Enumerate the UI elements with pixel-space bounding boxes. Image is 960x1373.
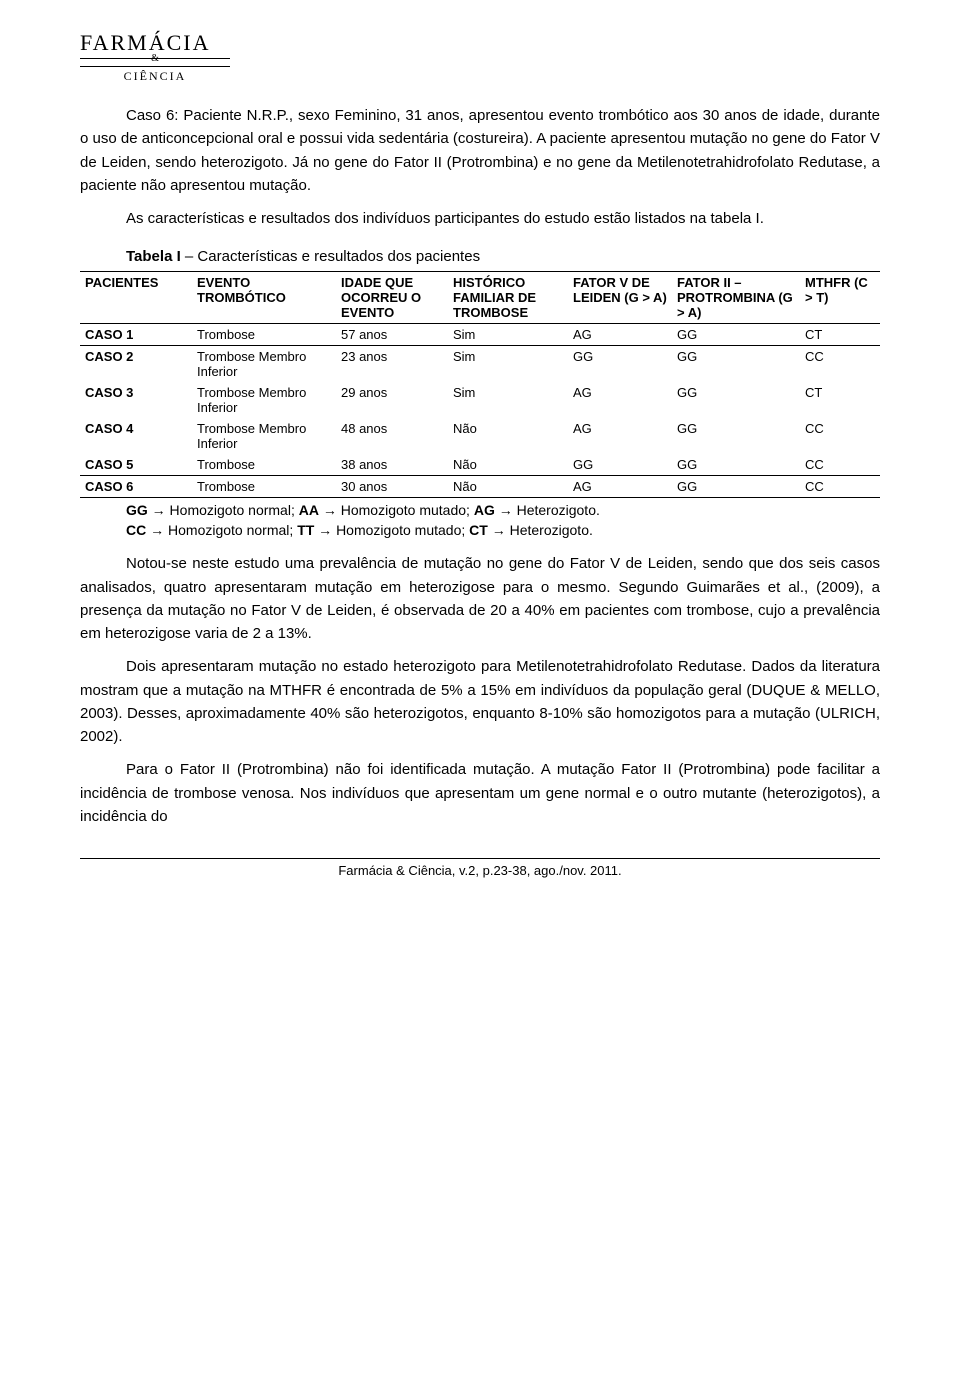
table-cell: CASO 4 [80,418,192,454]
table-cell: Sim [448,382,568,418]
table-caption-label: Tabela I [126,248,181,265]
table-cell: Sim [448,324,568,346]
table-cell: Trombose [192,454,336,476]
table-cell: AG [568,476,672,498]
table-cell: GG [672,476,800,498]
table-cell: 30 anos [336,476,448,498]
table-cell: CASO 6 [80,476,192,498]
table-cell: Trombose Membro Inferior [192,382,336,418]
table-cell: GG [672,324,800,346]
table-cell: GG [672,382,800,418]
table-cell: CT [800,324,880,346]
table-body: CASO 1Trombose57 anosSimAGGGCTCASO 2Trom… [80,324,880,498]
table-cell: AG [568,324,672,346]
table-note-2: CC → Homozigoto normal; TT → Homozigoto … [126,522,880,538]
table-header-row: PACIENTESEVENTO TROMBÓTICOIDADE QUE OCOR… [80,272,880,324]
footer-rule [80,858,880,859]
table-cell: CASO 5 [80,454,192,476]
table-header-cell: EVENTO TROMBÓTICO [192,272,336,324]
table-cell: Não [448,454,568,476]
table-header-cell: MTHFR (C > T) [800,272,880,324]
table-cell: 38 anos [336,454,448,476]
table-row: CASO 2Trombose Membro Inferior23 anosSim… [80,346,880,383]
table-header-cell: FATOR V DE LEIDEN (G > A) [568,272,672,324]
table-cell: Trombose Membro Inferior [192,346,336,383]
table-row: CASO 3Trombose Membro Inferior29 anosSim… [80,382,880,418]
table-cell: GG [672,454,800,476]
table-header-cell: HISTÓRICO FAMILIAR DE TROMBOSE [448,272,568,324]
logo-rule-2 [80,66,230,67]
table-cell: CASO 2 [80,346,192,383]
table-cell: CC [800,418,880,454]
table-cell: 29 anos [336,382,448,418]
table-cell: Não [448,476,568,498]
table-cell: Trombose [192,324,336,346]
table-cell: Trombose Membro Inferior [192,418,336,454]
table-cell: 48 anos [336,418,448,454]
results-table: PACIENTESEVENTO TROMBÓTICOIDADE QUE OCOR… [80,271,880,498]
paragraph-prevalencia: Notou-se neste estudo uma prevalência de… [80,552,880,645]
table-caption-rest: – Características e resultados dos pacie… [181,248,480,265]
logo-bottom-text: CIÊNCIA [80,69,230,84]
logo-top-text: FARMÁCIA [80,30,880,56]
paragraph-fator2: Para o Fator II (Protrombina) não foi id… [80,758,880,828]
table-head: PACIENTESEVENTO TROMBÓTICOIDADE QUE OCOR… [80,272,880,324]
table-cell: CC [800,346,880,383]
table-cell: 57 anos [336,324,448,346]
journal-logo: FARMÁCIA & CIÊNCIA [80,30,880,84]
table-header-cell: FATOR II – PROTROMBINA (G > A) [672,272,800,324]
footer-citation: Farmácia & Ciência, v.2, p.23-38, ago./n… [80,863,880,878]
table-row: CASO 5Trombose38 anosNãoGGGGCC [80,454,880,476]
table-cell: GG [672,418,800,454]
table-header-cell: PACIENTES [80,272,192,324]
table-cell: GG [672,346,800,383]
table-cell: CASO 3 [80,382,192,418]
table-cell: 23 anos [336,346,448,383]
table-cell: CASO 1 [80,324,192,346]
table-cell: AG [568,418,672,454]
paragraph-mthfr: Dois apresentaram mutação no estado hete… [80,655,880,748]
table-cell: GG [568,454,672,476]
table-cell: Não [448,418,568,454]
paragraph-caso6: Caso 6: Paciente N.R.P., sexo Feminino, … [80,104,880,197]
table-caption: Tabela I – Características e resultados … [126,248,880,265]
table-cell: CT [800,382,880,418]
table-cell: Sim [448,346,568,383]
table-row: CASO 1Trombose57 anosSimAGGGCT [80,324,880,346]
table-cell: CC [800,476,880,498]
table-cell: AG [568,382,672,418]
table-note-1: GG → Homozigoto normal; AA → Homozigoto … [126,502,880,518]
table-cell: GG [568,346,672,383]
table-row: CASO 4Trombose Membro Inferior48 anosNão… [80,418,880,454]
table-cell: CC [800,454,880,476]
table-row: CASO 6Trombose30 anosNãoAGGGCC [80,476,880,498]
table-cell: Trombose [192,476,336,498]
table-header-cell: IDADE QUE OCORREU O EVENTO [336,272,448,324]
paragraph-caracteristicas: As características e resultados dos indi… [80,207,880,230]
